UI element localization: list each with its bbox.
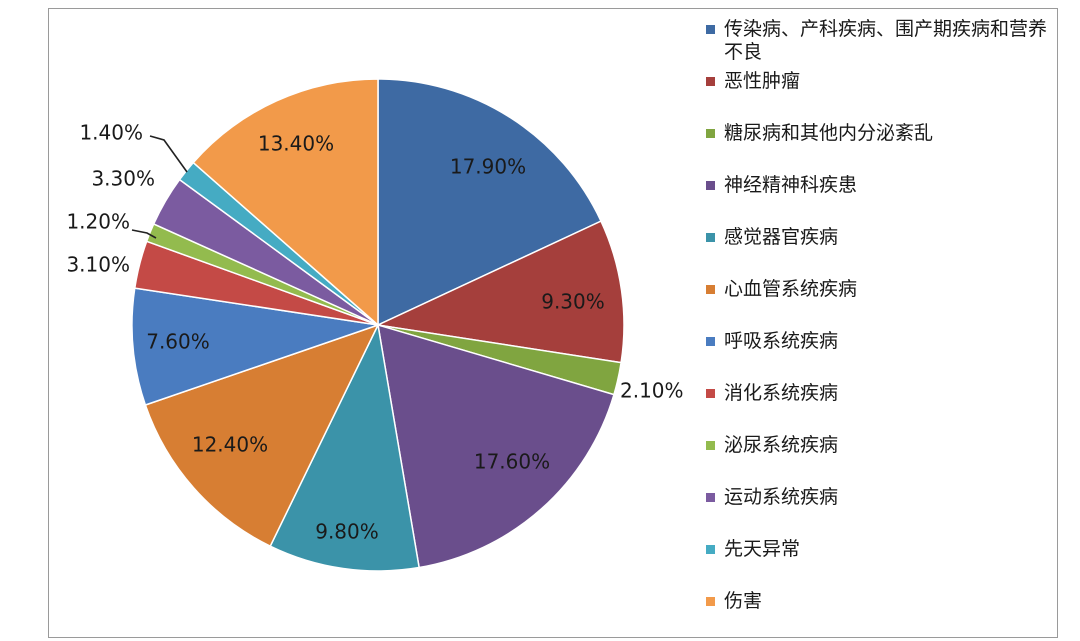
data-label-11: 13.40%: [258, 132, 334, 156]
pie-slice-5: [144, 323, 380, 548]
legend-item-7: 消化系统疾病: [706, 382, 1054, 405]
legend-swatch-11: [706, 597, 715, 606]
pie-slice-0: [377, 78, 602, 327]
legend-item-5: 心血管系统疾病: [706, 278, 1054, 301]
legend-label-0: 传染病、产科疾病、围产期疾病和营养不良: [724, 18, 1048, 63]
legend-item-1: 恶性肿瘤: [706, 70, 1054, 93]
data-label-6: 7.60%: [146, 330, 210, 354]
legend-label-2: 糖尿病和其他内分泌紊乱: [724, 122, 934, 144]
data-label-4: 9.80%: [315, 520, 379, 544]
legend-label-4: 感觉器官疾病: [724, 226, 839, 248]
pie-slice-11: [192, 78, 379, 327]
legend-swatch-9: [706, 493, 715, 502]
legend-item-0: 传染病、产科疾病、围产期疾病和营养不良: [706, 18, 1054, 64]
legend-label-5: 心血管系统疾病: [724, 278, 858, 300]
leader-line-8: [131, 229, 157, 239]
legend-item-11: 伤害: [706, 590, 1054, 613]
legend-swatch-5: [706, 285, 715, 294]
legend-swatch-10: [706, 545, 715, 554]
legend-swatch-4: [706, 233, 715, 242]
legend-label-9: 运动系统疾病: [724, 486, 839, 508]
legend-label-3: 神经精神科疾患: [724, 174, 858, 196]
data-label-9: 3.30%: [91, 167, 155, 191]
legend-swatch-7: [706, 389, 715, 398]
legend-swatch-0: [706, 25, 715, 34]
data-label-1: 9.30%: [541, 290, 605, 314]
legend-label-8: 泌尿系统疾病: [724, 434, 839, 456]
legend-item-8: 泌尿系统疾病: [706, 434, 1054, 457]
legend-item-4: 感觉器官疾病: [706, 226, 1054, 249]
data-label-0: 17.90%: [450, 155, 526, 179]
data-label-10: 1.40%: [79, 121, 143, 145]
legend-item-3: 神经精神科疾患: [706, 174, 1054, 197]
pie-slice-4: [269, 322, 421, 572]
data-label-3: 17.60%: [474, 450, 550, 474]
legend-label-6: 呼吸系统疾病: [724, 330, 839, 352]
pie-slice-1: [375, 220, 625, 364]
legend-label-7: 消化系统疾病: [724, 382, 839, 404]
pie-slice-6: [131, 287, 379, 406]
legend-swatch-6: [706, 337, 715, 346]
data-label-5: 12.40%: [192, 433, 268, 457]
pie-slice-3: [377, 323, 615, 569]
data-label-7: 3.10%: [66, 253, 130, 277]
legend-swatch-3: [706, 181, 715, 190]
legend-swatch-8: [706, 441, 715, 450]
legend-item-2: 糖尿病和其他内分泌紊乱: [706, 122, 1054, 145]
legend-label-1: 恶性肿瘤: [724, 70, 801, 92]
legend-swatch-1: [706, 77, 715, 86]
pie-chart: 17.90% 9.30% 2.10% 17.60% 9.80% 12.40% 7.60% 3.…: [66, 78, 684, 572]
legend-item-6: 呼吸系统疾病: [706, 330, 1054, 353]
legend-item-9: 运动系统疾病: [706, 486, 1054, 509]
leader-line-10: [149, 135, 188, 173]
data-label-8: 1.20%: [66, 210, 130, 234]
legend-item-10: 先天异常: [706, 538, 1054, 561]
legend-swatch-2: [706, 129, 715, 138]
legend-label-11: 伤害: [724, 590, 763, 612]
data-label-2: 2.10%: [620, 379, 684, 403]
legend-label-10: 先天异常: [724, 538, 801, 560]
